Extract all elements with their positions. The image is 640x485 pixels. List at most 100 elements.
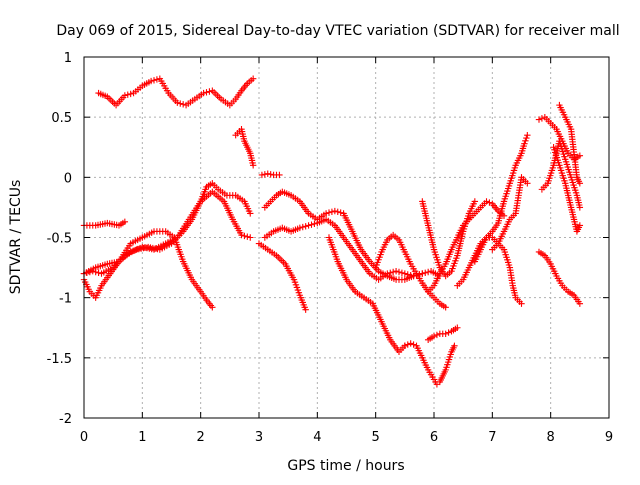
y-tick-label: -1 [59, 292, 72, 307]
y-axis-label: SDTVAR / TECUs [8, 180, 24, 295]
data-point [451, 342, 458, 349]
series-track [471, 234, 525, 307]
data-point [454, 324, 461, 331]
data-point [392, 267, 400, 275]
data-point [524, 132, 531, 139]
data-point [299, 223, 306, 231]
y-tick-label: 0.5 [51, 111, 72, 126]
data-point [311, 220, 318, 228]
data-point [576, 222, 584, 229]
series-track [80, 218, 129, 229]
series-track [258, 170, 283, 179]
series-track [556, 101, 584, 187]
series-track [325, 234, 409, 356]
data-point [325, 209, 333, 216]
data-point [384, 270, 391, 277]
data-point [334, 208, 341, 216]
data-point [404, 271, 411, 278]
series-track [255, 240, 309, 313]
x-tick-label: 4 [313, 430, 321, 445]
data-point [387, 269, 394, 276]
data-point [177, 100, 184, 107]
data-point [576, 204, 584, 211]
data-point [576, 300, 584, 307]
series-track [489, 174, 531, 253]
data-point [337, 209, 344, 216]
data-point [404, 341, 411, 348]
data-point [398, 269, 406, 276]
data-point [238, 231, 245, 239]
data-point [121, 92, 129, 99]
data-point [395, 268, 403, 276]
data-point [522, 137, 529, 145]
data-point [523, 134, 530, 142]
x-tick-label: 1 [138, 430, 146, 445]
data-point [121, 218, 129, 226]
series-track [424, 324, 461, 343]
y-tick-label: 1 [64, 51, 72, 66]
series-track [80, 180, 254, 277]
data-point [147, 77, 155, 85]
x-axis-ticks: 0 1 2 3 4 5 6 7 8 9 [80, 57, 613, 445]
data-point [524, 180, 531, 187]
data-point [322, 210, 330, 217]
x-tick-label: 9 [605, 430, 613, 445]
data-point [328, 208, 336, 216]
x-tick-label: 0 [80, 430, 88, 445]
data-point [258, 171, 266, 179]
data-point [203, 89, 210, 96]
data-point [302, 223, 309, 230]
data-point [264, 170, 271, 177]
data-point [249, 75, 257, 82]
data-point [150, 77, 158, 84]
data-point [535, 116, 543, 123]
series-track [80, 188, 254, 277]
data-point [407, 272, 414, 279]
data-point [483, 198, 490, 205]
series-track [424, 198, 508, 295]
series-track [372, 231, 449, 311]
data-point [576, 152, 584, 159]
data-point [261, 171, 269, 178]
data-point [442, 330, 449, 337]
x-tick-label: 7 [488, 430, 496, 445]
y-tick-label: -2 [59, 412, 72, 427]
data-point [308, 221, 315, 228]
data-point [521, 140, 528, 147]
data-point [247, 210, 254, 217]
series-track [95, 75, 257, 109]
y-tick-label: -0.5 [47, 232, 72, 247]
x-tick-label: 6 [430, 430, 438, 445]
data-points [80, 75, 584, 388]
x-tick-label: 2 [197, 430, 205, 445]
data-point [209, 304, 216, 311]
y-tick-label: 0 [64, 171, 72, 186]
data-point [389, 268, 397, 276]
data-point [445, 329, 452, 336]
data-point [174, 99, 181, 106]
data-point [305, 222, 312, 229]
y-axis-ticks: -2 -1.5 -1 -0.5 0 0.5 1 [47, 51, 609, 427]
series-track [261, 216, 426, 283]
data-point [442, 304, 449, 311]
data-point [576, 180, 584, 187]
series-track [454, 132, 531, 289]
series-track [538, 138, 584, 211]
x-tick-label: 3 [255, 430, 263, 445]
x-tick-label: 8 [547, 430, 555, 445]
data-point [471, 198, 479, 205]
data-point [296, 224, 304, 232]
data-point [247, 234, 254, 241]
series-track [535, 248, 584, 307]
data-point [331, 207, 339, 215]
data-point [407, 340, 414, 347]
data-point [249, 162, 257, 169]
data-point [267, 171, 274, 178]
data-point [153, 76, 161, 83]
chart-title: Day 069 of 2015, Sidereal Day-to-day VTE… [56, 23, 619, 39]
data-point [538, 115, 546, 122]
series-track [401, 340, 458, 388]
data-point [124, 91, 131, 98]
data-point [401, 270, 409, 277]
